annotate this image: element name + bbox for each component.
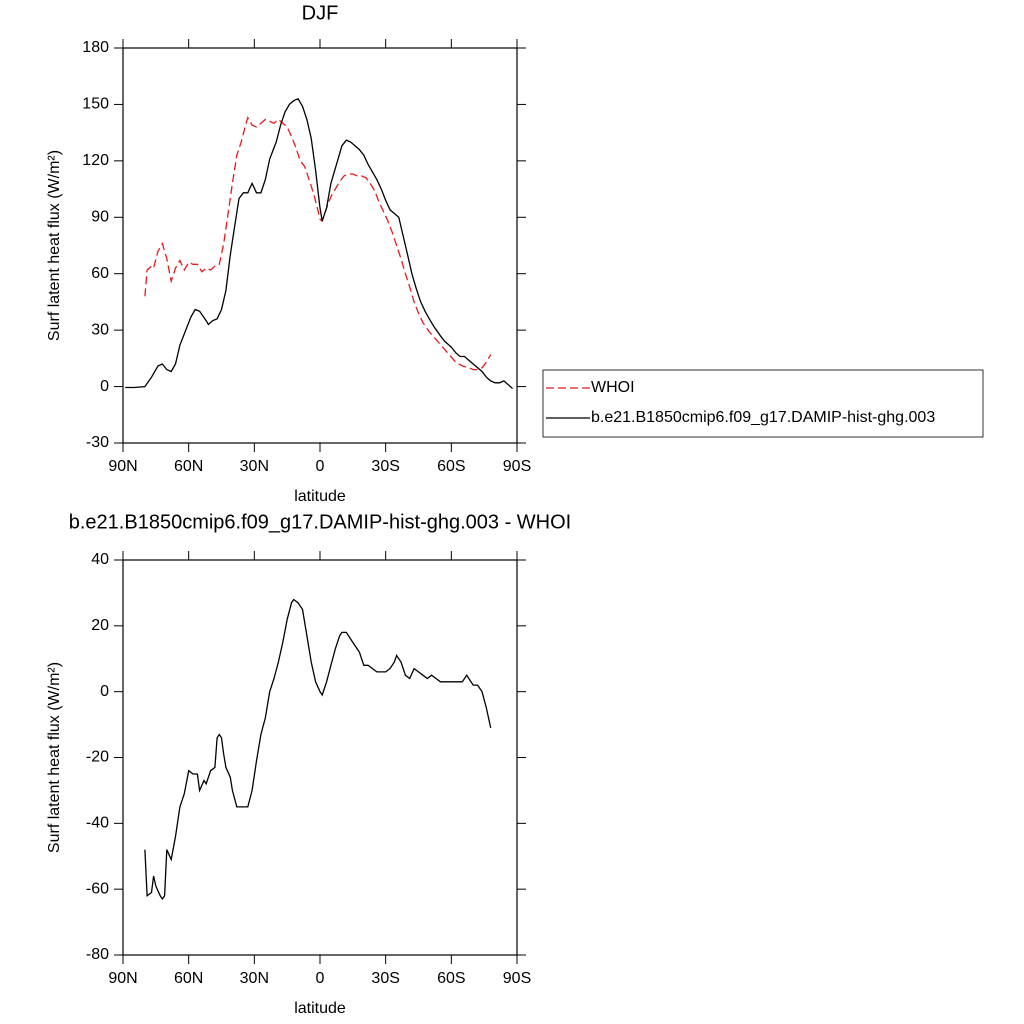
x-tick-label: 90N — [108, 458, 137, 475]
x-tick-label: 90N — [108, 970, 137, 987]
x-tick-label: 0 — [316, 970, 325, 987]
y-tick-label: -30 — [86, 434, 109, 451]
legend-label: WHOI — [591, 379, 635, 396]
y-tick-label: 120 — [82, 152, 109, 169]
y-tick-label: 90 — [91, 209, 109, 226]
x-tick-label: 60S — [437, 458, 465, 475]
y-tick-label: 0 — [100, 683, 109, 700]
x-tick-label: 0 — [316, 458, 325, 475]
y-axis-label: Surf latent heat flux (W/m²) — [46, 662, 63, 853]
y-tick-label: 30 — [91, 321, 109, 338]
y-axis-label: Surf latent heat flux (W/m²) — [46, 150, 63, 341]
legend-box — [542, 369, 984, 438]
data-line — [125, 97, 514, 389]
x-tick-label: 60S — [437, 970, 465, 987]
y-tick-label: 40 — [91, 551, 109, 568]
x-tick-label: 90S — [503, 458, 531, 475]
y-tick-label: 150 — [82, 96, 109, 113]
y-tick-label: 60 — [91, 265, 109, 282]
data-line — [144, 115, 492, 371]
x-tick-label: 30S — [371, 458, 399, 475]
plot-frame — [122, 47, 518, 444]
x-tick-label: 30N — [240, 458, 269, 475]
x-tick-label: 30N — [240, 970, 269, 987]
data-line — [144, 598, 492, 901]
legend: WHOI b.e21.B1850cmip6.f09_g17.DAMIP-hist-… — [542, 369, 984, 438]
y-tick-label: -80 — [86, 946, 109, 963]
y-tick-label: 0 — [100, 378, 109, 395]
x-axis-label: latitude — [294, 1000, 346, 1017]
y-tick-label: 20 — [91, 617, 109, 634]
y-tick-label: -40 — [86, 815, 109, 832]
y-tick-label: -20 — [86, 749, 109, 766]
y-tick-label: -60 — [86, 880, 109, 897]
x-axis-label: latitude — [294, 488, 346, 505]
plot-frame — [122, 559, 518, 956]
x-tick-label: 90S — [503, 970, 531, 987]
chart-title: b.e21.B1850cmip6.f09_g17.DAMIP-hist-ghg.… — [69, 511, 571, 533]
x-tick-label: 60N — [174, 970, 203, 987]
legend-label: b.e21.B1850cmip6.f09_g17.DAMIP-hist-ghg.… — [591, 409, 935, 426]
chart-title: DJF — [302, 2, 339, 24]
x-tick-label: 60N — [174, 458, 203, 475]
y-tick-label: 180 — [82, 39, 109, 56]
x-tick-label: 30S — [371, 970, 399, 987]
